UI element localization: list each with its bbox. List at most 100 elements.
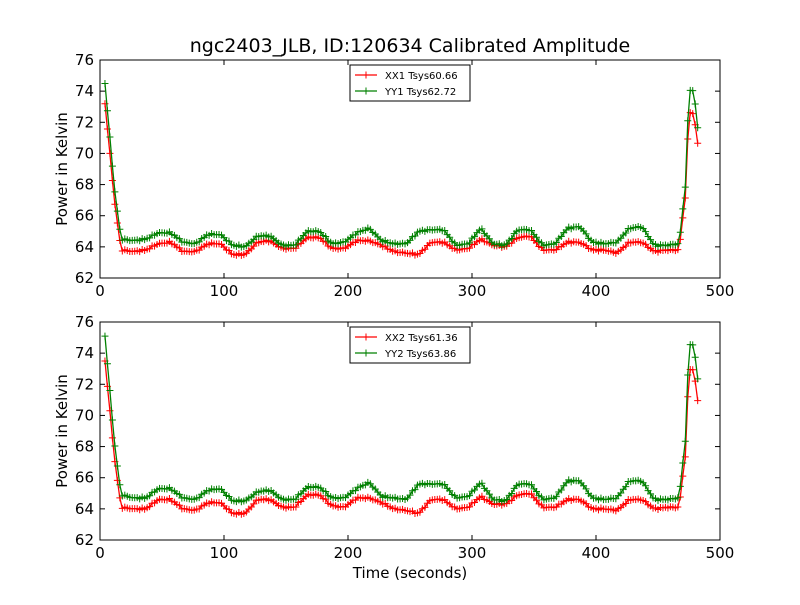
- legend-box-2: [349, 326, 471, 364]
- data-point-1-2-4: [111, 188, 119, 196]
- data-point-1-1-239: [694, 139, 702, 147]
- data-point-1-2-239: [694, 124, 702, 132]
- data-point-1-2-162: [503, 240, 511, 248]
- data-point-2-2-235: [684, 371, 692, 379]
- data-point-2-2-210: [622, 483, 630, 491]
- data-point-2-1-172: [528, 490, 536, 498]
- y-tick-label-2-7: 76: [75, 313, 94, 331]
- x-tick-label-2-3: 300: [458, 544, 487, 562]
- data-point-2-2-239: [694, 375, 702, 383]
- data-point-2-2-4: [111, 442, 119, 450]
- legend-label-1-1: XX1 Tsys60.66: [385, 71, 458, 82]
- data-point-1-2-149: [470, 233, 478, 241]
- data-point-1-2-89: [322, 232, 330, 240]
- data-point-2-1-233: [679, 472, 687, 480]
- data-point-2-1-89: [322, 495, 330, 503]
- data-point-1-2-194: [582, 230, 590, 238]
- data-point-2-2-231: [674, 494, 682, 502]
- data-point-1-1-210: [622, 242, 630, 250]
- data-point-1-2-234: [681, 183, 689, 191]
- y-axis-label-2: Power in Kelvin: [53, 374, 71, 488]
- x-tick-label-2-4: 400: [582, 544, 611, 562]
- data-point-2-1-210: [622, 499, 630, 507]
- data-point-2-1-147: [466, 503, 474, 511]
- x-tick-label-1-5: 500: [706, 282, 735, 300]
- data-point-2-2-1: [103, 360, 111, 368]
- x-tick-label-1-4: 400: [582, 282, 611, 300]
- y-tick-label-1-1: 64: [75, 238, 94, 256]
- y-tick-label-1-0: 62: [75, 269, 94, 287]
- y-tick-label-1-5: 72: [75, 113, 94, 131]
- data-point-2-1-237: [689, 366, 697, 374]
- y-tick-label-2-2: 66: [75, 469, 94, 487]
- data-point-2-2-174: [532, 488, 540, 496]
- data-point-1-2-237: [689, 87, 697, 95]
- x-axis-label-2: Time (seconds): [352, 564, 468, 582]
- data-point-1-2-152: [478, 225, 486, 233]
- y-tick-label-1-4: 70: [75, 144, 94, 162]
- data-point-2-2-208: [617, 489, 625, 497]
- data-point-1-1-234: [681, 194, 689, 202]
- x-tick-label-1-0: 0: [95, 282, 105, 300]
- data-point-2-1-60: [250, 500, 258, 508]
- data-point-2-1-174: [532, 496, 540, 504]
- data-point-1-2-238: [691, 100, 699, 108]
- x-tick-label-2-0: 0: [95, 544, 105, 562]
- data-point-1-1-232: [676, 235, 684, 243]
- data-point-1-2-172: [528, 227, 536, 234]
- legend-marker-2-1: [362, 333, 370, 341]
- legend-marker-2-2: [362, 349, 370, 357]
- x-tick-label-2-1: 100: [210, 544, 239, 562]
- y-axis-label-1: Power in Kelvin: [53, 112, 71, 226]
- data-point-2-2-194: [582, 485, 590, 493]
- data-point-1-2-0: [101, 79, 109, 87]
- y-tick-label-2-1: 64: [75, 500, 94, 518]
- data-point-1-1-2: [106, 149, 114, 157]
- data-point-1-1-129: [421, 245, 429, 253]
- x-tick-label-1-2: 200: [334, 282, 363, 300]
- data-point-1-2-6: [116, 225, 124, 233]
- data-point-2-2-172: [528, 481, 536, 489]
- data-point-2-2-2: [106, 386, 114, 394]
- axes-frame-1: [99, 59, 721, 279]
- data-point-2-2-147: [466, 492, 474, 500]
- data-point-2-2-152: [478, 479, 486, 487]
- data-point-1-2-2: [106, 133, 114, 141]
- data-point-2-2-5: [113, 462, 121, 470]
- data-point-2-2-50: [225, 492, 233, 500]
- data-point-2-2-139: [446, 487, 454, 495]
- data-point-1-1-231: [674, 246, 682, 254]
- data-point-2-2-164: [508, 489, 516, 497]
- data-point-1-2-232: [676, 228, 684, 236]
- chart-title: ngc2403_JLB, ID:120634 Calibrated Amplit…: [190, 35, 631, 57]
- data-point-2-2-162: [503, 496, 511, 504]
- data-point-2-2-220: [647, 490, 655, 498]
- data-point-1-2-218: [642, 228, 650, 236]
- legend-label-2-1: XX2 Tsys61.36: [385, 333, 458, 344]
- y-tick-label-2-5: 72: [75, 375, 94, 393]
- data-point-1-1-4: [111, 200, 119, 208]
- data-point-1-2-174: [532, 233, 540, 241]
- x-tick-label-2-5: 500: [706, 544, 735, 562]
- data-point-2-2-6: [116, 481, 124, 489]
- data-point-2-2-30: [175, 490, 183, 498]
- y-tick-label-2-6: 74: [75, 344, 94, 362]
- data-point-1-2-137: [441, 226, 449, 234]
- data-point-1-1-30: [175, 244, 183, 252]
- x-tick-label-1-1: 100: [210, 282, 239, 300]
- data-point-2-2-149: [470, 486, 478, 494]
- data-point-2-2-238: [691, 353, 699, 361]
- data-point-2-1-129: [421, 503, 429, 511]
- y-tick-label-1-2: 66: [75, 207, 94, 225]
- data-point-2-1-30: [175, 501, 183, 509]
- y-tick-label-1-6: 74: [75, 82, 94, 100]
- data-point-2-2-232: [676, 482, 684, 490]
- data-point-1-2-231: [674, 240, 682, 248]
- data-point-1-1-3: [108, 177, 116, 185]
- data-point-2-2-123: [406, 491, 414, 499]
- x-tick-label-2-2: 200: [334, 544, 363, 562]
- data-point-2-2-218: [642, 482, 650, 490]
- y-tick-label-1-3: 68: [75, 176, 94, 194]
- legend-marker-1-1: [362, 71, 370, 79]
